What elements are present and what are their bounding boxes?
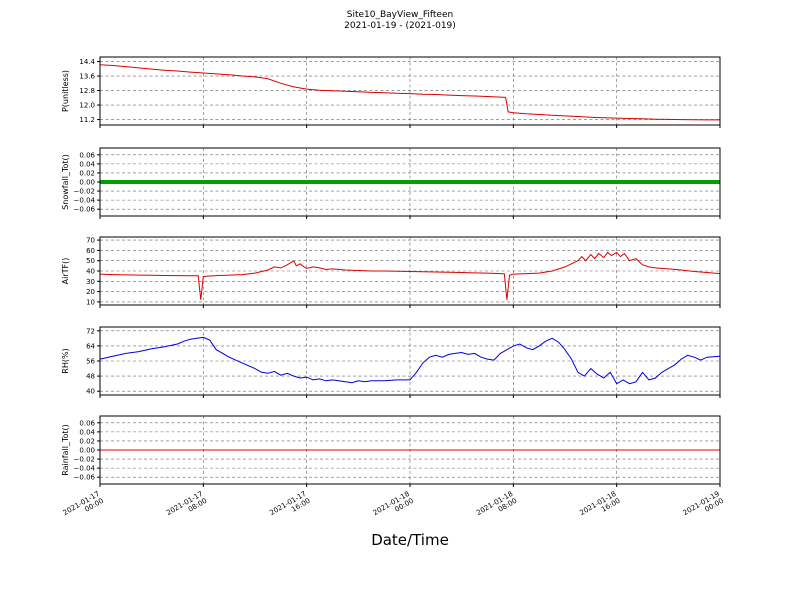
y-axis-label: P(unitless) <box>61 70 70 112</box>
y-tick-label: 72 <box>86 327 95 335</box>
svg-text:2021-01-1816:00: 2021-01-1816:00 <box>578 490 621 524</box>
y-tick-label: 0.00 <box>79 447 95 455</box>
y-tick-label: −0.04 <box>74 197 96 205</box>
y-tick-label: 20 <box>86 288 95 296</box>
series-airtf <box>99 251 721 300</box>
x-tick-label: 2021-01-1800:00 <box>372 490 415 524</box>
subplot-rainfall: −0.06−0.04−0.020.00 0.020.040.06 Rainfall_… <box>61 415 721 487</box>
x-tick-label: 2021-01-1700:00 <box>62 490 105 524</box>
subplot-snowfall: −0.06−0.04−0.020.00 0.020.040.06 Snowfall_… <box>61 147 721 219</box>
y-tick-label: 10 <box>86 298 95 306</box>
y-tick-label: 0.06 <box>79 419 95 427</box>
svg-text:2021-01-1716:00: 2021-01-1716:00 <box>268 490 311 524</box>
y-tick-label: 70 <box>86 237 95 245</box>
y-tick-label: 40 <box>86 268 95 276</box>
x-tick-label: 2021-01-1808:00 <box>475 490 518 524</box>
series-p <box>99 64 720 121</box>
y-tick-label: 50 <box>86 257 95 265</box>
x-axis-title: Date/Time <box>371 531 449 549</box>
y-tick-label: 0.04 <box>79 160 95 168</box>
y-tick-label: 14.4 <box>79 58 95 66</box>
y-tick-label: 30 <box>86 278 95 286</box>
svg-text:2021-01-1900:00: 2021-01-1900:00 <box>682 490 725 524</box>
y-tick-label: 13.6 <box>79 73 95 81</box>
x-tick-label: 2021-01-1816:00 <box>578 490 621 524</box>
svg-text:2021-01-1700:00: 2021-01-1700:00 <box>62 490 105 524</box>
subplot-airtf: 10 20 30 40 50 60 70 AirTF() <box>61 236 721 308</box>
x-tick-label: 2021-01-1900:00 <box>682 490 725 524</box>
y-tick-label: −0.04 <box>74 465 96 473</box>
series-rh <box>99 336 721 385</box>
x-tick-label: 2021-01-1716:00 <box>268 490 311 524</box>
y-tick-label: 11.2 <box>79 116 95 124</box>
y-axis-label: Rainfall_Tot() <box>61 424 70 476</box>
x-tick-label: 2021-01-1708:00 <box>165 490 208 524</box>
svg-text:2021-01-1808:00: 2021-01-1808:00 <box>475 490 518 524</box>
y-tick-label: 64 <box>86 342 95 350</box>
chart-title: Site10_BayView_Fifteen <box>346 10 454 20</box>
y-tick-label: 12.0 <box>79 102 95 110</box>
y-tick-label: 56 <box>86 358 95 366</box>
y-tick-label: 12.8 <box>79 87 95 95</box>
y-tick-label: 0.06 <box>79 151 95 159</box>
y-axis-label: AirTF() <box>61 258 70 285</box>
y-tick-label: −0.02 <box>74 456 95 464</box>
y-axis-label: Snowfall_Tot() <box>61 154 70 210</box>
y-tick-label: 40 <box>86 388 95 396</box>
y-axis-label: RH(%) <box>61 348 70 373</box>
chart-subtitle: 2021-01-19 - (2021-019) <box>344 21 456 31</box>
y-tick-label: −0.02 <box>74 188 95 196</box>
y-tick-label: 0.00 <box>79 179 95 187</box>
y-tick-label: 0.04 <box>79 428 95 436</box>
y-tick-label: 60 <box>86 247 95 255</box>
y-tick-label: 0.02 <box>79 437 95 445</box>
svg-text:2021-01-1800:00: 2021-01-1800:00 <box>372 490 415 524</box>
subplot-rh: 40 48 56 64 72 RH(%) <box>61 326 721 398</box>
y-tick-label: −0.06 <box>74 206 96 214</box>
y-tick-label: −0.06 <box>74 474 96 482</box>
y-tick-label: 48 <box>86 373 95 381</box>
subplot-p: 11.2 12.0 12.8 13.6 14.4 P(unitless) <box>61 56 721 128</box>
svg-text:2021-01-1708:00: 2021-01-1708:00 <box>165 490 208 524</box>
y-tick-label: 0.02 <box>79 169 95 177</box>
